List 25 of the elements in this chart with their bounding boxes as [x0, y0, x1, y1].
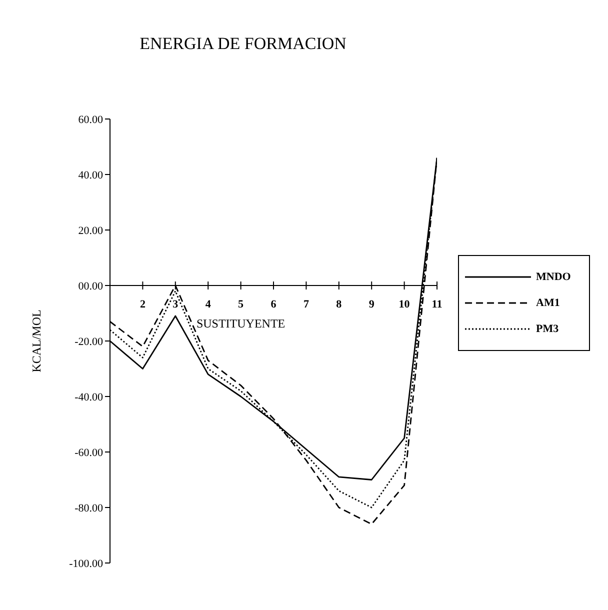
- x-tick-label: 10: [398, 298, 410, 310]
- x-tick-label: 9: [368, 298, 375, 310]
- x-tick-label: 7: [303, 298, 310, 310]
- y-tick-label: -100.00: [69, 558, 104, 570]
- y-tick-label: -80.00: [74, 502, 104, 514]
- x-tick-label: 11: [432, 298, 442, 310]
- x-tick-label: 5: [238, 298, 244, 310]
- y-tick-label: 20.00: [78, 224, 104, 237]
- x-tick-label: 4: [205, 298, 212, 310]
- x-tick-label: 6: [270, 298, 277, 310]
- x-tick-label: 2: [140, 298, 146, 310]
- y-tick-label: 60.00: [78, 114, 104, 126]
- y-tick-label: -40.00: [74, 391, 104, 404]
- chart-title: ENERGIA DE FORMACION: [138, 34, 348, 54]
- y-tick-label: -60.00: [74, 446, 104, 459]
- x-axis-title: SUSTITUYENTE: [196, 316, 286, 330]
- y-tick-label: 00.00: [78, 280, 104, 292]
- y-tick-label: 40.00: [78, 169, 104, 182]
- x-tick-label: 8: [336, 298, 342, 310]
- y-tick-label: -20.00: [74, 336, 104, 348]
- text: PM3: [536, 323, 559, 335]
- x-tick-label: 3: [172, 298, 179, 310]
- y-axis-title: KCAL/MOL: [29, 310, 44, 372]
- text: MNDO: [536, 271, 571, 283]
- text: AM1: [536, 297, 560, 309]
